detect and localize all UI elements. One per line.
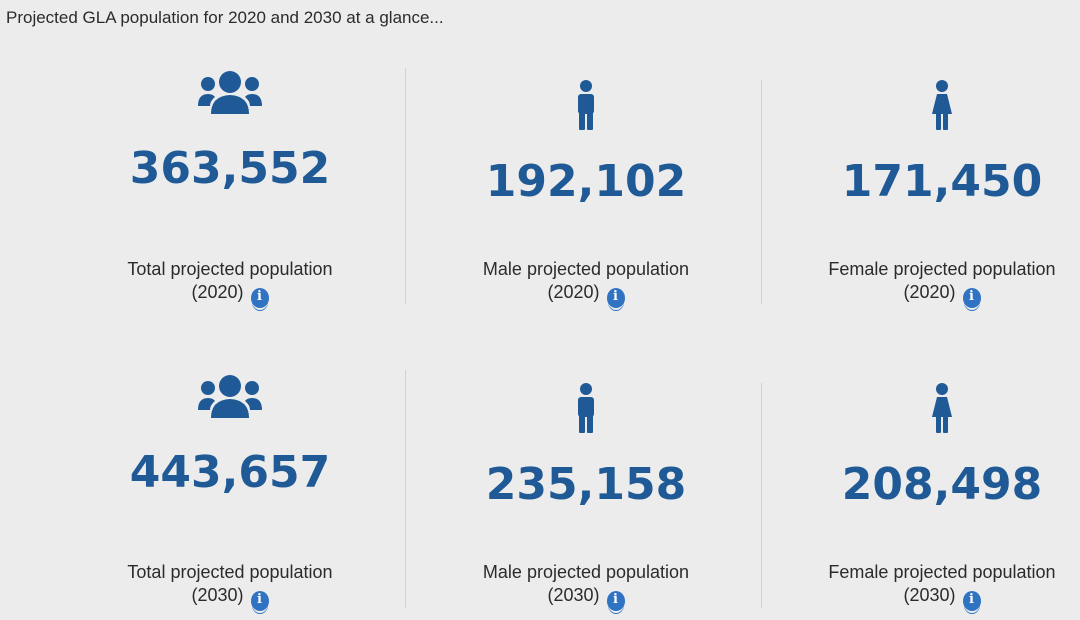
stat-label-line1: Male projected population (482, 562, 690, 582)
info-icon[interactable]: i (962, 288, 981, 308)
stat-label: Female projected population (2030) i (772, 561, 1080, 611)
stat-female-2020: 171,450 Female projected population (202… (772, 80, 1080, 310)
stat-label: Male projected population (2020) i (416, 258, 756, 308)
male-icon (578, 80, 594, 130)
stat-label: Female projected population (2020) i (772, 258, 1080, 308)
stat-label-line1: Total projected population (127, 562, 333, 582)
stat-total-2030: 443,657 Total projected population (2030… (60, 374, 400, 614)
stat-label-line1: Total projected population (127, 259, 333, 279)
divider (761, 80, 762, 304)
info-icon[interactable]: i (250, 288, 269, 308)
stat-value: 235,158 (485, 459, 687, 510)
stat-label-line2: (2020) (547, 282, 600, 302)
female-icon (932, 383, 952, 433)
stat-label: Male projected population (2030) i (416, 561, 756, 611)
group-icon (198, 375, 262, 418)
stat-male-2020: 192,102 Male projected population (2020)… (416, 80, 756, 310)
divider (405, 68, 406, 304)
stat-label-line2: (2030) (191, 585, 244, 605)
stat-label-line2: (2020) (903, 282, 956, 302)
stat-female-2030: 208,498 Female projected population (203… (772, 383, 1080, 613)
divider (761, 383, 762, 608)
stat-label: Total projected population (2030) i (60, 561, 400, 611)
stat-value: 192,102 (485, 156, 687, 207)
stat-value: 171,450 (841, 156, 1043, 207)
stat-label-line2: (2020) (191, 282, 244, 302)
stat-value: 363,552 (129, 143, 331, 194)
info-icon[interactable]: i (606, 288, 625, 308)
stat-value: 443,657 (129, 447, 331, 498)
stat-label-line2: (2030) (903, 585, 956, 605)
group-icon (198, 71, 262, 114)
stat-label-line2: (2030) (547, 585, 600, 605)
stat-label-line1: Male projected population (482, 259, 690, 279)
divider (405, 370, 406, 608)
stat-male-2030: 235,158 Male projected population (2030)… (416, 383, 756, 613)
page-intro: Projected GLA population for 2020 and 20… (6, 8, 444, 27)
stat-label: Total projected population (2020) i (60, 258, 400, 308)
stat-total-2020: 363,552 Total projected population (2020… (60, 70, 400, 310)
info-icon[interactable]: i (962, 591, 981, 611)
stat-label-line1: Female projected population (828, 259, 1056, 279)
stat-value: 208,498 (841, 459, 1043, 510)
info-icon[interactable]: i (606, 591, 625, 611)
stat-label-line1: Female projected population (828, 562, 1056, 582)
female-icon (932, 80, 952, 130)
info-icon[interactable]: i (250, 591, 269, 611)
male-icon (578, 383, 594, 433)
